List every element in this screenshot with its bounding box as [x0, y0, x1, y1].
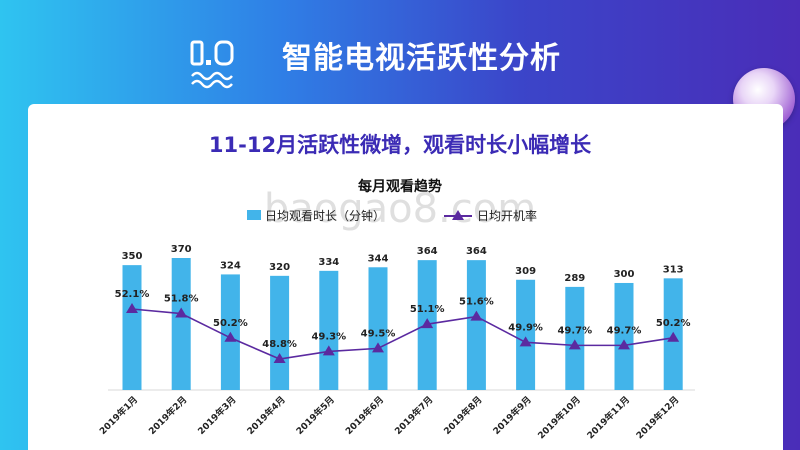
bar-value-label: 350	[122, 251, 143, 262]
x-tick-label: 2019年3月	[195, 394, 238, 437]
line-point-marker	[126, 303, 138, 313]
line-value-label: 48.8%	[262, 339, 297, 350]
x-tick-label: 2019年12月	[634, 394, 682, 442]
bar-value-label: 289	[564, 273, 585, 284]
line-point-marker	[618, 339, 630, 350]
line-value-label: 50.2%	[656, 318, 691, 329]
bar	[368, 267, 388, 390]
bar-value-label: 324	[220, 260, 241, 271]
bar-value-label: 320	[269, 262, 290, 273]
line-point-marker	[273, 353, 286, 363]
series-line	[131, 308, 674, 360]
line-point-marker	[519, 336, 532, 347]
line-value-label: 51.6%	[459, 297, 494, 308]
x-tick-label: 2019年5月	[294, 394, 337, 437]
bar-value-label: 364	[417, 246, 438, 257]
bar	[270, 275, 290, 390]
bar-value-label: 370	[171, 244, 192, 255]
slide-subtitle: 11-12月活跃性微增，观看时长小幅增长	[208, 133, 592, 157]
x-tick-label: 2019年8月	[441, 394, 484, 437]
legend-bar-label: 日均观看时长（分钟）	[265, 208, 385, 223]
line-point-marker	[224, 331, 237, 342]
x-tick-label: 2019年9月	[490, 394, 533, 437]
bar-value-label: 364	[466, 246, 487, 257]
legend-line-marker	[452, 210, 464, 220]
chart-title: 每月观看趋势	[358, 179, 442, 195]
x-tick-label: 2019年11月	[584, 394, 632, 442]
legend-bar-swatch	[247, 210, 261, 220]
line-value-label: 49.7%	[607, 325, 642, 336]
bar	[565, 286, 585, 390]
legend-line-label: 日均开机率	[477, 208, 537, 223]
bar-value-label: 344	[368, 253, 389, 264]
page-title: 智能电视活跃性分析	[282, 41, 561, 76]
line-value-label: 51.8%	[164, 294, 199, 305]
bar-value-label: 300	[614, 269, 635, 280]
bar	[122, 265, 142, 390]
bar	[319, 270, 339, 390]
line-point-marker	[421, 318, 434, 329]
x-tick-label: 2019年6月	[343, 394, 386, 437]
bar	[466, 260, 486, 390]
bar	[516, 279, 536, 390]
line-value-label: 51.1%	[410, 304, 445, 315]
x-tick-label: 2019年10月	[535, 394, 583, 442]
line-value-label: 49.9%	[508, 322, 543, 333]
bar-value-label: 309	[515, 266, 536, 277]
line-point-marker	[568, 339, 581, 350]
line-value-label: 49.3%	[311, 331, 346, 342]
bar-value-label: 334	[318, 257, 339, 268]
line-value-label: 50.2%	[213, 318, 248, 329]
line-point-marker	[667, 331, 680, 342]
line-value-label: 52.1%	[115, 289, 150, 300]
bar	[614, 282, 634, 390]
line-point-marker	[322, 345, 335, 356]
bar-value-label: 313	[663, 264, 684, 275]
x-tick-label: 2019年7月	[392, 394, 435, 437]
line-value-label: 49.5%	[361, 328, 396, 339]
x-tick-label: 2019年1月	[97, 394, 140, 437]
watermark-text: baogao8.com	[264, 186, 536, 232]
content-card	[28, 104, 783, 450]
line-point-marker	[470, 310, 483, 321]
section-number-icon	[190, 40, 234, 89]
line-value-label: 49.7%	[557, 325, 592, 336]
bar	[171, 258, 191, 390]
line-point-marker	[175, 307, 188, 318]
x-tick-label: 2019年4月	[244, 394, 287, 437]
x-tick-label: 2019年2月	[146, 394, 189, 437]
line-point-marker	[372, 342, 384, 353]
